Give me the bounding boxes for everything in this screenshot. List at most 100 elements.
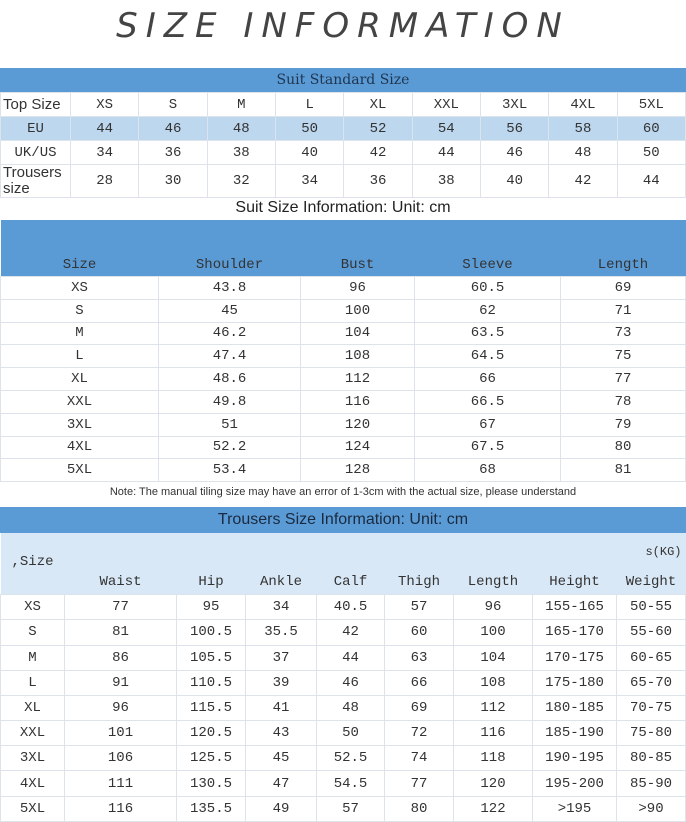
table-cell: 80-85 [616, 745, 686, 772]
table-cell: 116 [453, 720, 533, 747]
table-row: XXL 49.8 116 66.5 78 [0, 389, 686, 414]
table-cell: 41 [245, 694, 317, 722]
table-row: EU 44 46 48 50 52 54 56 58 60 [0, 116, 686, 141]
table-cell: 3XL [0, 412, 159, 437]
table-cell: 66 [384, 669, 454, 696]
table-cell: 50 [274, 116, 345, 141]
table-cell: XS [0, 276, 159, 300]
table-cell: 38 [206, 140, 276, 165]
table-row: XS 77 95 34 40.5 57 96 155-165 50-55 [0, 594, 686, 621]
table-cell: 30 [138, 164, 208, 198]
table-cell: 34 [274, 164, 345, 198]
column-header: Thigh [384, 533, 454, 595]
measurement-note: Note: The manual tiling size may have an… [109, 486, 577, 499]
table-cell: L [274, 92, 345, 117]
table-cell: 3XL [479, 92, 550, 117]
column-header: Calf [316, 533, 385, 595]
table-cell: 91 [64, 669, 177, 696]
table-cell: 65-70 [616, 669, 686, 696]
column-header: Size [0, 220, 159, 277]
table-cell: XS [69, 92, 140, 117]
table-cell: 4XL [0, 770, 65, 797]
table-cell: 195-200 [532, 770, 617, 797]
table-row: S 45 100 62 71 [0, 298, 686, 323]
column-header: Weight s(KG) [616, 533, 686, 595]
table-cell: 75 [560, 344, 686, 369]
table-cell: 74 [384, 745, 454, 772]
table-cell: XXL [411, 92, 481, 117]
table-cell: 60.5 [414, 276, 561, 300]
table-cell: 58 [548, 116, 618, 141]
table-cell: 72 [384, 720, 454, 747]
table-cell: 116 [300, 389, 415, 414]
table-row: 3XL 106 125.5 45 52.5 74 118 190-195 80-85 [0, 745, 686, 772]
table-cell: 36 [138, 140, 208, 165]
column-header-label: Ankle [259, 574, 302, 591]
table-cell: 69 [560, 276, 686, 300]
column-header-label: Hip [198, 574, 224, 591]
table-row: M 86 105.5 37 44 63 104 170-175 60-65 [0, 644, 686, 671]
table-cell: 46 [138, 116, 208, 141]
column-header-label: Height [549, 574, 600, 591]
table-row: 4XL 111 130.5 47 54.5 77 120 195-200 85-90 [0, 770, 686, 797]
table-row: L 47.4 108 64.5 75 [0, 344, 686, 369]
table-cell: 77 [384, 770, 454, 797]
table-cell: >195 [532, 795, 617, 822]
table-cell: S [0, 298, 159, 323]
table-cell: 32 [206, 164, 276, 198]
table-row: L 91 110.5 39 46 66 108 175-180 65-70 [0, 669, 686, 696]
table-cell: 52.2 [158, 435, 301, 460]
table-cell: 77 [64, 594, 177, 621]
table-cell: 46 [479, 140, 550, 165]
table-cell: 112 [453, 694, 533, 722]
table-row: M 46.2 104 63.5 73 [0, 321, 686, 346]
table-cell: 78 [560, 389, 686, 414]
column-header: Length [560, 220, 686, 277]
table-cell: 52 [343, 116, 413, 141]
table-cell: 95 [176, 594, 246, 621]
table-cell: 190-195 [532, 745, 617, 772]
table-cell: 73 [560, 321, 686, 346]
column-header: Height [532, 533, 617, 595]
table-cell: 125.5 [176, 745, 246, 772]
table-cell: M [206, 92, 276, 117]
table-cell: 50 [316, 720, 385, 747]
column-header: Shoulder [158, 220, 301, 277]
table-cell: 46.2 [158, 321, 301, 346]
table-cell: 70-75 [616, 694, 686, 722]
table-cell: S [0, 619, 65, 646]
column-header-label: Weight [625, 574, 677, 591]
table-cell: 43 [245, 720, 317, 747]
table-cell: S [138, 92, 208, 117]
table-cell: 49 [245, 795, 317, 822]
table-cell: 42 [548, 164, 618, 198]
page-title: SIZE INFORMATION [116, 6, 570, 46]
column-header: Hip [176, 533, 246, 595]
table-cell: 124 [300, 435, 415, 460]
table-cell: 75-80 [616, 720, 686, 747]
table-cell: 120 [453, 770, 533, 797]
table-cell: 128 [300, 458, 415, 483]
trousers-size-table: ,Size Waist Hip Ankle Calf Thigh Length Height W… [0, 533, 686, 822]
column-header: Waist [64, 533, 177, 595]
table-cell: 80 [384, 795, 454, 822]
table-cell: 51 [158, 412, 301, 437]
trousers-size-heading: Trousers Size Information: Unit: cm [0, 507, 686, 534]
table-cell: 67 [414, 412, 561, 437]
table-cell: 40 [274, 140, 345, 165]
table-cell: 80 [560, 435, 686, 460]
table-cell: 85-90 [616, 770, 686, 797]
table-row: Trousers size 28 30 32 34 36 38 40 42 44 [0, 164, 686, 198]
table-cell: 56 [479, 116, 550, 141]
table-cell: 40 [479, 164, 550, 198]
table-cell: 44 [69, 116, 140, 141]
table-cell: M [0, 321, 159, 346]
table-cell: 50 [616, 140, 686, 165]
table-cell: 66 [414, 367, 561, 391]
table-cell: 55-60 [616, 619, 686, 646]
table-row: 5XL 116 135.5 49 57 80 122 >195 >90 [0, 795, 686, 822]
table-cell: 5XL [0, 458, 159, 483]
table-cell: 116 [64, 795, 177, 822]
table-cell: XL [343, 92, 413, 117]
table-cell: 49.8 [158, 389, 301, 414]
